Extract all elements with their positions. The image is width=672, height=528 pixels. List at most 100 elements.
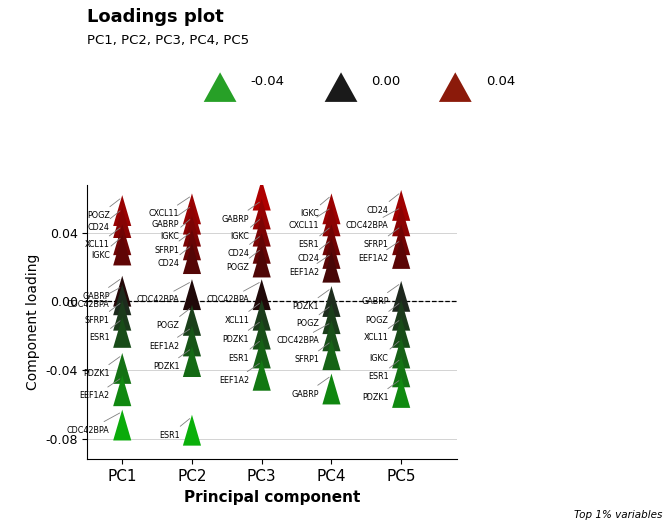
Polygon shape xyxy=(392,377,410,408)
Polygon shape xyxy=(183,243,201,274)
Polygon shape xyxy=(253,233,271,263)
Polygon shape xyxy=(113,317,131,348)
Polygon shape xyxy=(183,204,201,234)
Polygon shape xyxy=(439,72,472,102)
Polygon shape xyxy=(323,374,341,404)
Polygon shape xyxy=(183,215,201,247)
Polygon shape xyxy=(323,224,341,255)
Text: EEF1A2: EEF1A2 xyxy=(79,379,120,400)
Text: EEF1A2: EEF1A2 xyxy=(289,256,329,277)
Polygon shape xyxy=(392,224,410,255)
Polygon shape xyxy=(323,193,341,224)
Polygon shape xyxy=(253,337,271,369)
Polygon shape xyxy=(392,281,410,312)
Polygon shape xyxy=(323,320,341,351)
Text: XCL11: XCL11 xyxy=(85,228,120,249)
Text: GABRP: GABRP xyxy=(361,285,399,306)
Polygon shape xyxy=(323,205,341,236)
Text: ESR1: ESR1 xyxy=(298,228,329,249)
Text: ESR1: ESR1 xyxy=(159,419,190,440)
Text: POGZ: POGZ xyxy=(296,307,329,328)
Polygon shape xyxy=(253,360,271,391)
Text: 0.00: 0.00 xyxy=(372,76,401,88)
Text: CD24: CD24 xyxy=(157,247,190,268)
Text: Top 1% variables: Top 1% variables xyxy=(573,510,662,520)
Text: CXCL11: CXCL11 xyxy=(149,197,190,219)
Polygon shape xyxy=(392,205,410,236)
Text: IGKC: IGKC xyxy=(161,220,190,241)
Text: CDC42BPA: CDC42BPA xyxy=(276,324,329,345)
Text: IGKC: IGKC xyxy=(230,220,259,241)
Text: SFRP1: SFRP1 xyxy=(294,343,329,364)
Polygon shape xyxy=(113,300,131,331)
Text: IGKC: IGKC xyxy=(370,342,399,363)
Polygon shape xyxy=(113,234,131,266)
Polygon shape xyxy=(183,229,201,260)
Polygon shape xyxy=(392,317,410,348)
Polygon shape xyxy=(253,318,271,350)
Text: POGZ: POGZ xyxy=(366,304,399,325)
Text: CDC42BPA: CDC42BPA xyxy=(67,413,120,435)
Text: GABRP: GABRP xyxy=(152,208,190,229)
Text: EEF1A2: EEF1A2 xyxy=(358,242,399,263)
Polygon shape xyxy=(113,284,131,315)
Polygon shape xyxy=(253,247,271,278)
Polygon shape xyxy=(392,356,410,388)
Text: IGKC: IGKC xyxy=(300,197,329,219)
Polygon shape xyxy=(204,72,237,102)
Polygon shape xyxy=(392,190,410,221)
Polygon shape xyxy=(113,224,131,255)
Text: PDZK1: PDZK1 xyxy=(362,381,399,402)
Text: ESR1: ESR1 xyxy=(89,320,120,342)
Polygon shape xyxy=(323,252,341,282)
Polygon shape xyxy=(113,410,131,440)
Text: GABRP: GABRP xyxy=(292,377,329,399)
Text: CDC42BPA: CDC42BPA xyxy=(67,288,120,309)
Polygon shape xyxy=(323,286,341,317)
Polygon shape xyxy=(323,238,341,269)
Text: CD24: CD24 xyxy=(297,242,329,263)
Text: CDC42BPA: CDC42BPA xyxy=(206,282,259,304)
Polygon shape xyxy=(253,180,271,211)
Polygon shape xyxy=(113,207,131,238)
Text: PDZK1: PDZK1 xyxy=(292,290,329,311)
Polygon shape xyxy=(325,72,358,102)
Polygon shape xyxy=(392,300,410,331)
Text: PDZK1: PDZK1 xyxy=(153,350,190,371)
Text: IGKC: IGKC xyxy=(91,239,120,260)
Text: CXCL11: CXCL11 xyxy=(288,209,329,231)
Text: POGZ: POGZ xyxy=(157,309,190,330)
Text: GABRP: GABRP xyxy=(82,279,120,301)
Text: PC1, PC2, PC3, PC4, PC5: PC1, PC2, PC3, PC4, PC5 xyxy=(87,34,249,48)
Text: EEF1A2: EEF1A2 xyxy=(149,329,190,351)
Text: PDZK1: PDZK1 xyxy=(83,356,120,378)
Text: EEF1A2: EEF1A2 xyxy=(219,363,259,385)
Polygon shape xyxy=(253,300,271,331)
Polygon shape xyxy=(113,353,131,384)
Polygon shape xyxy=(183,305,201,336)
Polygon shape xyxy=(183,193,201,224)
Text: CD24: CD24 xyxy=(88,211,120,232)
Polygon shape xyxy=(113,195,131,226)
Text: POGZ: POGZ xyxy=(87,199,120,220)
Polygon shape xyxy=(113,375,131,406)
Polygon shape xyxy=(183,415,201,446)
Text: CD24: CD24 xyxy=(227,237,259,258)
Text: ESR1: ESR1 xyxy=(228,341,259,363)
Polygon shape xyxy=(253,199,271,229)
Text: ESR1: ESR1 xyxy=(368,360,399,382)
Text: POGZ: POGZ xyxy=(226,250,259,272)
Polygon shape xyxy=(392,238,410,269)
Text: -0.04: -0.04 xyxy=(251,76,285,88)
Text: XCL11: XCL11 xyxy=(224,304,259,325)
Text: SFRP1: SFRP1 xyxy=(0,527,1,528)
Text: CDC42BPA: CDC42BPA xyxy=(136,282,190,304)
Polygon shape xyxy=(392,337,410,369)
Text: XCL11: XCL11 xyxy=(364,320,399,342)
Text: SFRP1: SFRP1 xyxy=(364,228,399,249)
Text: SFRP1: SFRP1 xyxy=(155,233,190,254)
Y-axis label: Component loading: Component loading xyxy=(26,254,40,390)
Polygon shape xyxy=(323,303,341,334)
Text: 0.04: 0.04 xyxy=(486,76,515,88)
Text: CD24: CD24 xyxy=(367,194,399,215)
